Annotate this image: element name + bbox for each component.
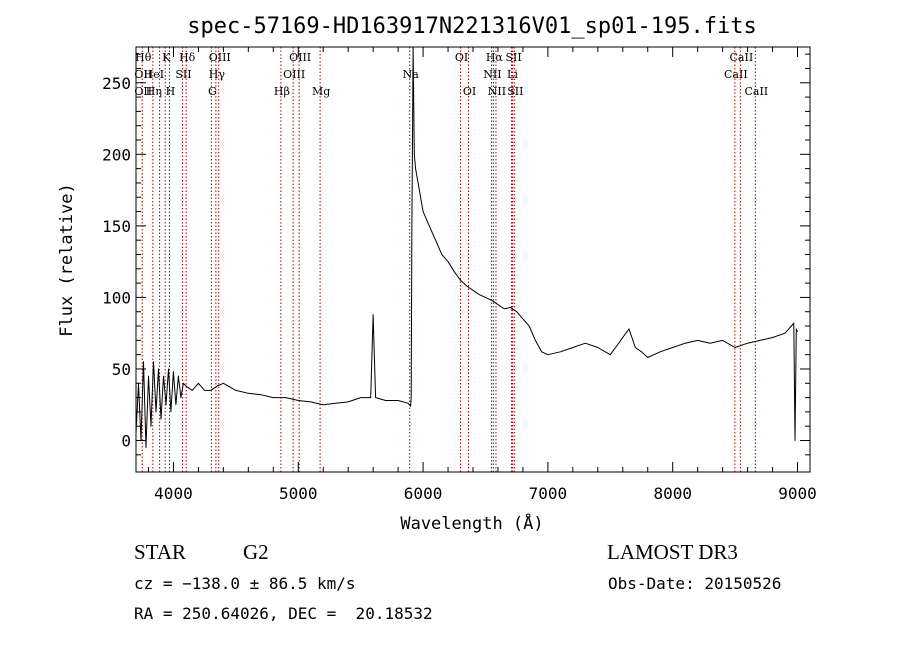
line-marker-label: OIII [209, 51, 231, 64]
y-tick-label: 250 [102, 74, 131, 93]
y-axis-label: Flux (relative) [57, 183, 77, 337]
line-marker-label: CaII [724, 68, 748, 81]
line-marker-label: Mg [312, 85, 330, 98]
line-marker-label: OIII [289, 51, 311, 64]
line-marker-label: OI [463, 85, 476, 98]
line-marker-label: Hγ [209, 68, 226, 81]
survey-name: LAMOST DR3 [607, 540, 738, 564]
observation-date: Obs-Date: 20150526 [608, 574, 782, 593]
line-marker-label: Hη [146, 85, 162, 98]
line-marker-label: OIII [283, 68, 305, 81]
plot-frame [135, 46, 811, 473]
line-marker-label: NII [483, 68, 501, 81]
coordinates: RA = 250.64026, DEC = 20.18532 [134, 604, 433, 623]
line-marker-label: SII [175, 68, 191, 81]
y-tick-label: 0 [121, 432, 131, 451]
subclass: G2 [243, 540, 269, 564]
line-marker-label: Hθ [135, 51, 152, 64]
x-tick-label: 4000 [154, 484, 193, 503]
x-tick-label: 7000 [529, 484, 568, 503]
line-marker-label: CaII [730, 51, 754, 64]
spectrum-series [135, 46, 798, 449]
line-marker-label: Hβ [274, 85, 290, 98]
line-marker-label: CaII [744, 85, 768, 98]
y-tick-label: 150 [102, 217, 131, 236]
line-marker-label: OI [455, 51, 468, 64]
chart-title: spec-57169-HD163917N221316V01_sp01-195.f… [187, 14, 757, 39]
line-marker-label: SII [505, 51, 521, 64]
y-tick-label: 50 [112, 360, 131, 379]
x-tick-label: 9000 [778, 484, 817, 503]
x-tick-label: 6000 [404, 484, 443, 503]
line-marker-label: Na [403, 68, 420, 81]
redshift-velocity: cz = −138.0 ± 86.5 km/s [134, 574, 356, 593]
spectral-line-markers: HθOIIOIIHηHeIKHSIIHδGHγOIIIHβOIIIOIIIMgN… [134, 47, 768, 472]
axes: 4000 5000 6000 7000 8000 9000 0 50 100 150 200 250 [102, 47, 817, 503]
line-marker-label: Hδ [179, 51, 196, 64]
spectrum-line [135, 46, 798, 449]
line-marker-label: K [162, 51, 171, 64]
line-marker-label: OII [134, 85, 152, 98]
line-marker-label: OII [134, 68, 152, 81]
x-tick-label: 8000 [653, 484, 692, 503]
line-marker-label: NII [488, 85, 506, 98]
y-tick-label: 200 [102, 145, 131, 164]
object-class: STAR [134, 540, 186, 564]
line-marker-label: HeI [144, 68, 164, 81]
line-marker-label: Hα [486, 51, 504, 64]
x-tick-label: 5000 [279, 484, 318, 503]
y-tick-label: 100 [102, 288, 131, 307]
x-axis-label: Wavelength (Å) [400, 512, 543, 534]
line-marker-label: H [166, 85, 176, 98]
line-marker-label: Li [507, 68, 518, 81]
line-marker-label: SII [507, 85, 523, 98]
line-marker-label: G [208, 85, 217, 98]
